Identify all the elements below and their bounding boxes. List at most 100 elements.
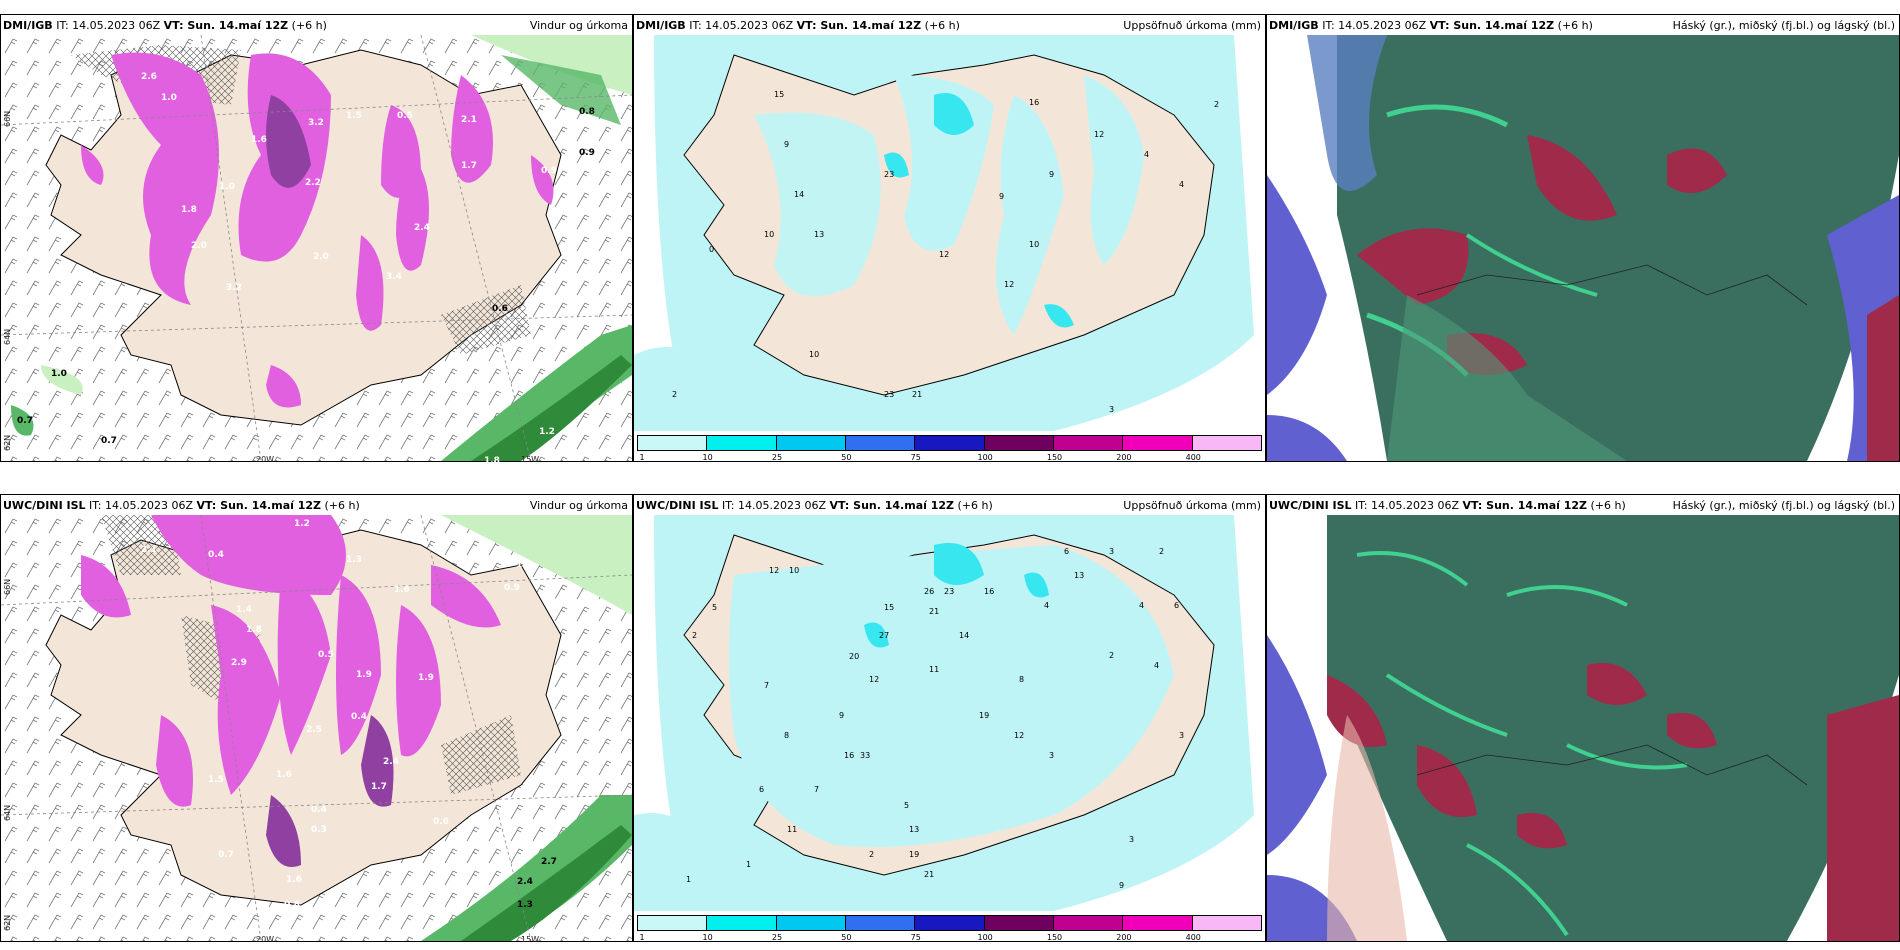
precip-value: 1.9	[418, 673, 434, 683]
legend-tick: 400	[1185, 453, 1201, 462]
accum-value: 2	[672, 390, 678, 399]
accum-value: 7	[764, 681, 770, 690]
panel-header: DMI/IGB IT: 14.05.2023 06Z VT: Sun. 14.m…	[636, 17, 1261, 35]
precip-value: 0.9	[541, 166, 557, 176]
accum-value: 26	[924, 587, 935, 596]
cloud-cover-map[interactable]	[1267, 515, 1899, 941]
legend-swatch	[1191, 915, 1262, 931]
lat-label-62n: 62N	[3, 914, 12, 931]
legend-tick: 150	[1046, 933, 1063, 942]
accum-value: 4	[1139, 601, 1145, 610]
valid-time: VT: Sun. 14.maí 12Z	[1462, 499, 1588, 512]
lat-label-64n: 64N	[3, 804, 12, 821]
precip-value: 1.6	[276, 770, 292, 780]
legend-tick: 50	[841, 933, 852, 942]
legend-tick: 100	[977, 453, 993, 462]
valid-time: VT: Sun. 14.maí 12Z	[1429, 19, 1555, 32]
model-name: UWC/DINI ISL	[1269, 499, 1352, 512]
init-time: IT: 14.05.2023 06Z	[89, 499, 194, 512]
init-time: IT: 14.05.2023 06Z	[689, 19, 794, 32]
accum-value: 12	[939, 250, 950, 259]
wind-precip-map[interactable]	[1, 35, 632, 461]
accum-value: 8	[784, 731, 790, 740]
accum-value: 4	[1144, 150, 1150, 159]
lon-label-20w: 20W	[256, 935, 275, 944]
accum-value: 5	[904, 801, 910, 810]
legend-tick: 150	[1046, 453, 1063, 462]
accum-value: 14	[794, 190, 805, 199]
panel-header: DMI/IGB IT: 14.05.2023 06Z VT: Sun. 14.m…	[3, 17, 628, 35]
accum-value: 3	[1129, 835, 1135, 844]
accum-value: 11	[929, 665, 940, 674]
accumulated-precip-map[interactable]	[634, 35, 1265, 431]
precip-value: 0.5	[318, 650, 334, 660]
accumulated-precip-map[interactable]	[634, 515, 1265, 911]
accum-value: 8	[1019, 675, 1025, 684]
color-legend	[637, 435, 1262, 451]
legend-tick: 1	[639, 453, 645, 462]
product-title: Háský (gr.), miðský (fj.bl.) og lágský (…	[1672, 19, 1895, 32]
accum-value: 3	[1109, 405, 1115, 414]
precip-value: 2.2	[305, 178, 321, 188]
lat-label-66n: 66N	[3, 110, 12, 127]
accum-value: 0	[709, 245, 715, 254]
lead-time: (+6 h)	[924, 19, 960, 32]
precip-value: 0.3	[311, 825, 327, 835]
accum-value: 20	[849, 652, 860, 661]
accum-value: 2	[1159, 547, 1165, 556]
precip-value: 1.3	[517, 900, 533, 910]
legend-tick: 200	[1116, 453, 1132, 462]
legend-ticks: 1 10 25 50 75 100 150 200 400	[637, 933, 1262, 945]
precip-value: 0.4	[311, 805, 327, 815]
legend-swatch	[914, 435, 984, 451]
lat-label-66n: 66N	[3, 578, 12, 595]
accum-value: 16	[1029, 98, 1040, 107]
panel-header: UWC/DINI ISL IT: 14.05.2023 06Z VT: Sun.…	[636, 497, 1261, 515]
precip-value: 0.7	[101, 436, 117, 446]
accum-value: 13	[1074, 571, 1085, 580]
color-legend	[637, 915, 1262, 931]
precip-value: 3.2	[308, 118, 324, 128]
product-title: Uppsöfnuð úrkoma (mm)	[1123, 19, 1261, 32]
legend-swatch	[914, 915, 984, 931]
legend-tick: 75	[910, 933, 921, 942]
accum-value: 4	[1154, 661, 1160, 670]
precip-value: 1.5	[208, 775, 224, 785]
accum-value: 15	[884, 603, 895, 612]
accum-value: 14	[959, 631, 970, 640]
accum-value: 3	[1109, 547, 1115, 556]
legend-tick: 10	[702, 933, 713, 942]
accum-value: 16	[844, 751, 855, 760]
accum-value: 6	[1064, 547, 1070, 556]
precip-value: 1.6	[394, 585, 410, 595]
cloud-cover-map[interactable]	[1267, 35, 1899, 461]
legend-swatch	[1052, 915, 1123, 931]
product-title: Vindur og úrkoma	[529, 499, 628, 512]
model-name: DMI/IGB	[636, 19, 686, 32]
lead-time: (+6 h)	[324, 499, 360, 512]
precip-value: 1.9	[356, 670, 372, 680]
init-time: IT: 14.05.2023 06Z	[1322, 19, 1427, 32]
init-time: IT: 14.05.2023 06Z	[1355, 499, 1460, 512]
accum-value: 12	[869, 675, 880, 684]
accum-value: 3	[1179, 731, 1185, 740]
legend-swatch	[1122, 915, 1192, 931]
precip-value: 0.4	[208, 550, 224, 560]
accum-value: 4	[1179, 180, 1185, 189]
wind-precip-map[interactable]	[1, 515, 632, 941]
panel-cloud-cover-dmi: DMI/IGB IT: 14.05.2023 06Z VT: Sun. 14.m…	[1266, 14, 1900, 462]
accum-value: 6	[759, 785, 765, 794]
precip-value: 2.0	[191, 241, 207, 251]
accum-value: 1	[686, 875, 692, 884]
accum-value: 19	[979, 711, 990, 720]
panel-header: DMI/IGB IT: 14.05.2023 06Z VT: Sun. 14.m…	[1269, 17, 1895, 35]
legend-tick: 10	[702, 453, 713, 462]
model-name: UWC/DINI ISL	[636, 499, 719, 512]
precip-value: 1.0	[161, 93, 177, 103]
precip-value: 0.4	[351, 712, 367, 722]
precip-value: 3.4	[386, 272, 402, 282]
precip-value: 2.4	[383, 757, 399, 767]
precip-value: 0.8	[579, 107, 595, 117]
accum-value: 12	[1014, 731, 1025, 740]
accum-value: 15	[774, 90, 785, 99]
